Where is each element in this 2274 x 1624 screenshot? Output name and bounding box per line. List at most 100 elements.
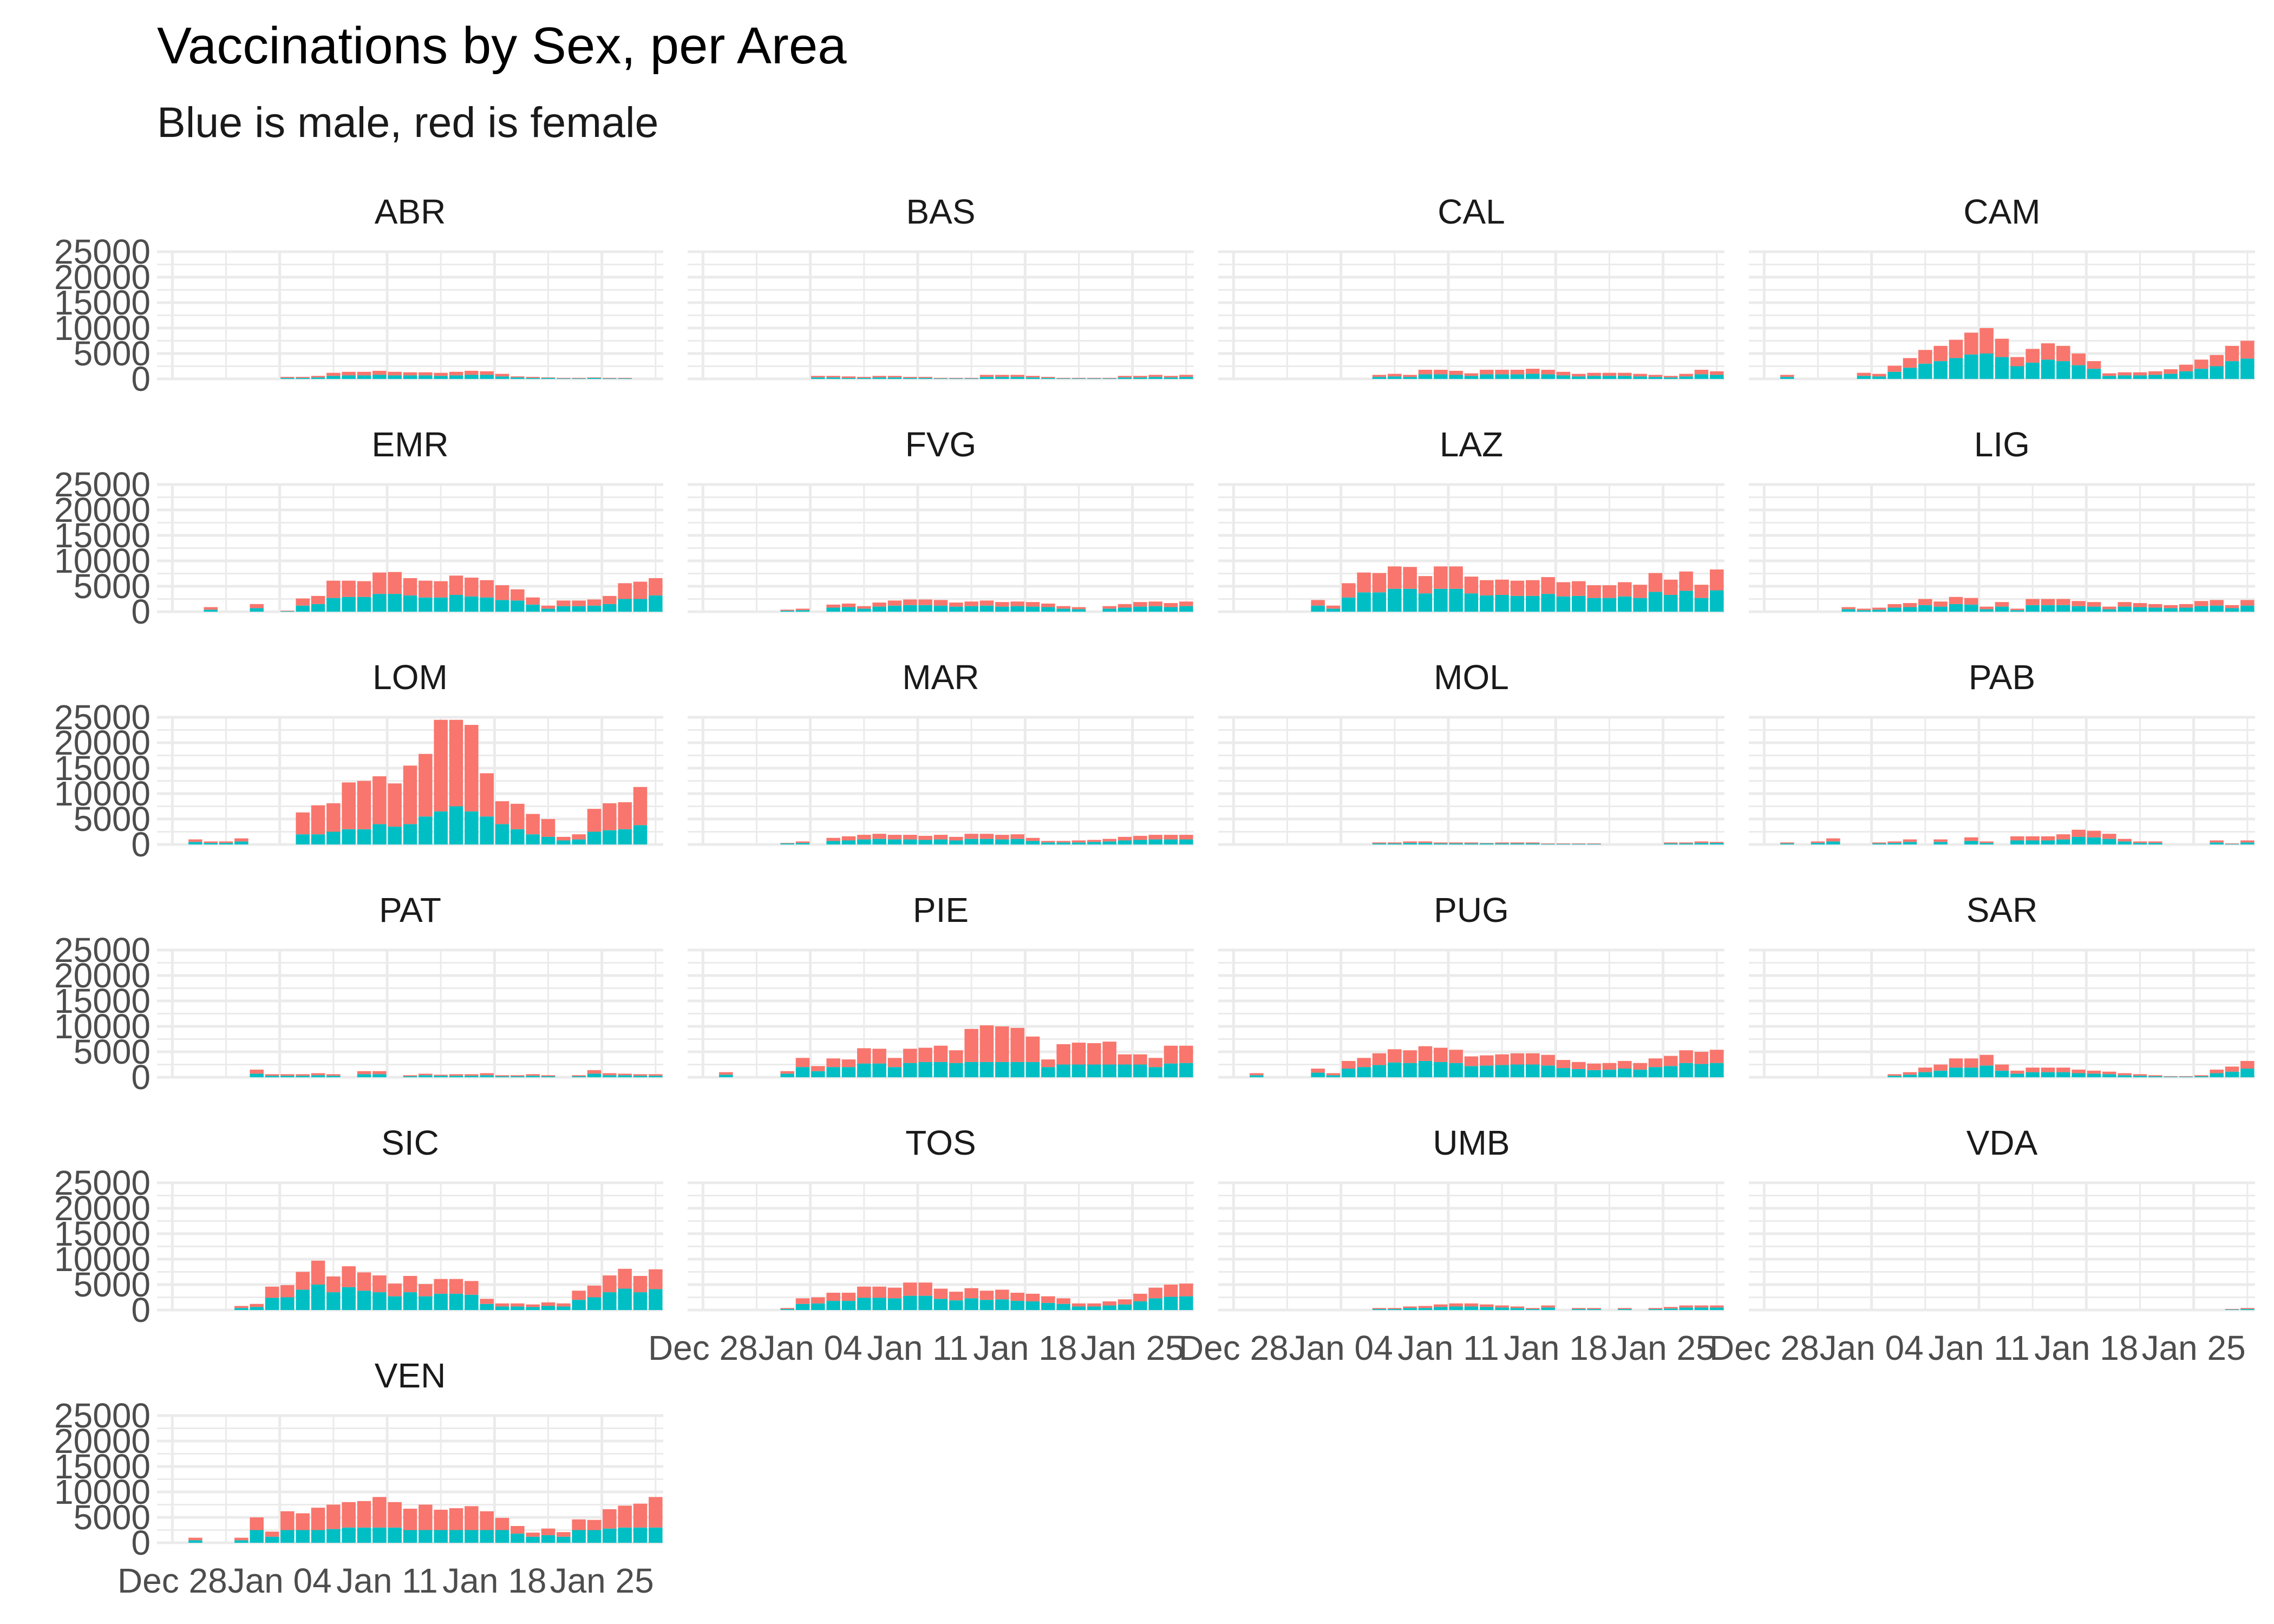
facet-panel-pie: PIE [688, 890, 1194, 1079]
bar-female [2225, 605, 2239, 608]
bar-male [326, 831, 341, 844]
bar-female [1694, 1052, 1709, 1064]
bar-male [480, 1304, 494, 1310]
bar-female [1872, 374, 1886, 377]
bar-female [1918, 350, 1932, 364]
bar-female [1780, 842, 1794, 844]
bar-female [465, 1074, 479, 1076]
bar-male [357, 1291, 371, 1310]
bar-female [1679, 374, 1693, 377]
facet-label: SIC [381, 1123, 439, 1162]
bar-male [296, 1530, 310, 1543]
bar-male [419, 1530, 433, 1543]
bar-male [857, 839, 871, 844]
bar-male [2179, 371, 2193, 379]
bar-male [1918, 605, 1932, 612]
bar-male [342, 1527, 356, 1543]
bar-male [1403, 377, 1417, 379]
bar-female [995, 602, 1009, 607]
bar-female [557, 600, 571, 606]
bar-male [1979, 843, 1994, 844]
bar-female [1010, 834, 1024, 839]
x-tick-label: Jan 04 [228, 1561, 332, 1600]
bar-male [603, 604, 617, 612]
bar-male [1118, 1064, 1132, 1077]
bar-female [587, 809, 602, 832]
bar-male [1025, 1301, 1040, 1310]
facet-label: VDA [1966, 1123, 2038, 1162]
bar-female [342, 1502, 356, 1528]
facet-panel-laz: LAZ [1218, 425, 1724, 613]
y-tick-label: 5000 [74, 1498, 151, 1537]
facet-panel-mar: MAR [688, 658, 1194, 846]
bar-male [1633, 376, 1647, 379]
bar-female [250, 1069, 264, 1074]
bar-female [1933, 839, 1948, 842]
bar-male [265, 1076, 279, 1077]
bar-female [204, 841, 218, 843]
bar-male [419, 1296, 433, 1310]
bar-male [1342, 597, 1356, 612]
bar-female [434, 372, 448, 376]
x-tick-label: Jan 18 [1504, 1328, 1608, 1367]
bar-male [780, 843, 794, 844]
bar-female [2072, 601, 2086, 606]
bar-female [1587, 1308, 1601, 1309]
bar-male [403, 824, 417, 844]
bar-male [795, 843, 810, 844]
bar-male [1887, 843, 1901, 844]
bar-male [449, 1293, 463, 1310]
bar-female [434, 719, 448, 811]
bar-male [1648, 592, 1663, 612]
facet-panel-bas: BAS [688, 192, 1194, 381]
bar-female [449, 371, 463, 376]
bar-male [1041, 378, 1055, 379]
bar-male [1526, 374, 1540, 379]
bar-male [1618, 1069, 1632, 1077]
bar-female [373, 1497, 387, 1528]
y-tick-label: 10000 [54, 774, 151, 813]
bar-male [465, 596, 479, 612]
bar-male [280, 1530, 295, 1543]
bar-male [1449, 588, 1463, 612]
y-tick-label: 5000 [74, 334, 151, 373]
bar-female [1495, 842, 1509, 844]
bar-female [811, 1297, 825, 1304]
bar-female [1933, 345, 1948, 362]
bar-female [2194, 601, 2208, 606]
bar-female [2087, 1070, 2101, 1074]
facet-label: UMB [1433, 1123, 1510, 1162]
bar-female [1025, 1036, 1040, 1062]
bar-female [1710, 569, 1724, 591]
bar-female [903, 599, 917, 605]
bar-male [933, 1299, 948, 1310]
bar-male [841, 840, 856, 844]
bar-male [1903, 368, 1917, 379]
facet-label: PAB [1969, 658, 2035, 697]
bar-female [1480, 370, 1494, 375]
bar-male [1102, 378, 1116, 379]
bar-female [449, 575, 463, 595]
bar-male [1602, 376, 1617, 379]
bar-female [1664, 376, 1678, 378]
bar-male [2041, 359, 2055, 379]
bar-female [373, 1071, 387, 1075]
bar-female [480, 580, 494, 598]
bar-male [933, 378, 948, 379]
bar-male [1418, 1308, 1433, 1310]
bar-male [541, 378, 556, 379]
bar-female [887, 600, 902, 606]
facet-label: CAL [1437, 192, 1505, 231]
bar-female [2041, 599, 2055, 605]
bar-male [903, 839, 917, 844]
bar-female [1949, 597, 1963, 604]
bar-female [1587, 372, 1601, 376]
bar-male [1710, 590, 1724, 612]
bar-male [2194, 369, 2208, 379]
bar-male [587, 831, 602, 844]
bar-male [250, 1073, 264, 1077]
bar-male [2133, 843, 2147, 844]
bar-male [1933, 1070, 1948, 1077]
bar-male [995, 839, 1009, 844]
